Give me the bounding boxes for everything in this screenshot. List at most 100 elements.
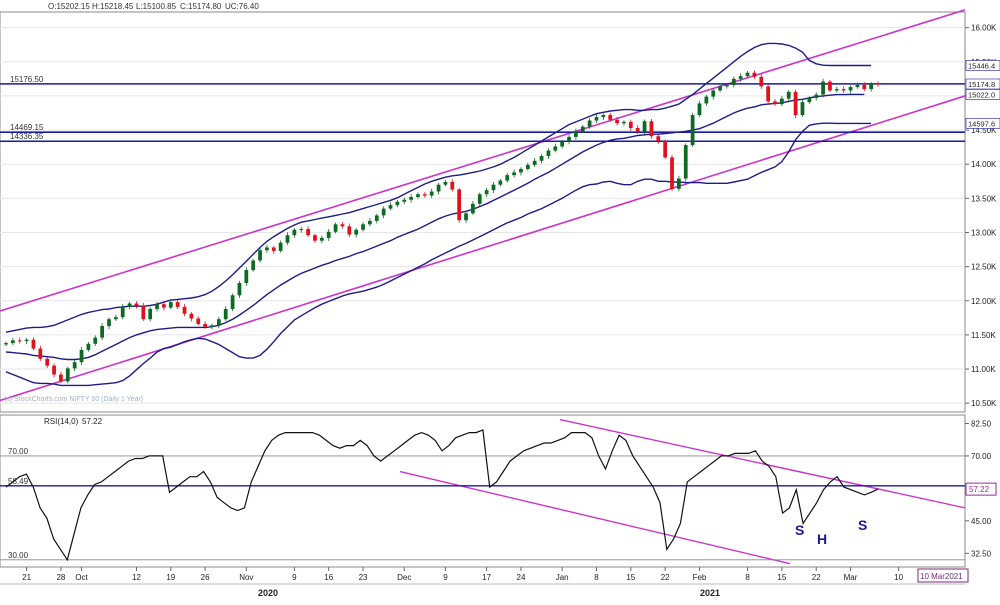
candle-body bbox=[31, 339, 36, 349]
candle bbox=[766, 84, 771, 105]
candle-body bbox=[628, 121, 633, 129]
candle-body bbox=[416, 194, 420, 197]
candle bbox=[4, 341, 8, 347]
candle-body bbox=[505, 175, 510, 181]
candle bbox=[718, 83, 722, 93]
price-value-box bbox=[965, 60, 1000, 71]
candle-body bbox=[656, 136, 661, 141]
date-tick-label: 28 bbox=[56, 573, 65, 582]
candle-body bbox=[86, 343, 91, 350]
price-tick-label: 11.00K bbox=[971, 365, 996, 374]
candle-body bbox=[876, 83, 880, 85]
candle bbox=[677, 175, 681, 192]
rsi-current-box bbox=[965, 482, 997, 496]
candle-body bbox=[834, 89, 839, 91]
candle-body bbox=[649, 121, 654, 137]
bollinger-bands bbox=[5, 42, 872, 387]
candle bbox=[663, 139, 668, 160]
candle bbox=[93, 335, 98, 346]
candle bbox=[278, 240, 283, 253]
candle-body bbox=[155, 304, 159, 309]
candle-body bbox=[210, 325, 214, 327]
candle-body bbox=[374, 215, 379, 221]
candle bbox=[608, 112, 613, 122]
candle-body bbox=[45, 358, 50, 366]
rsi-legend-label: RSI(14,0) bbox=[44, 417, 79, 426]
rsi-level-label: 58.49 bbox=[8, 477, 29, 486]
candle-body bbox=[711, 90, 716, 97]
candle bbox=[731, 76, 736, 88]
horizontal-level-label: 15176.50 bbox=[10, 75, 44, 84]
date-tick-label: 22 bbox=[661, 573, 670, 582]
candle bbox=[79, 347, 84, 366]
candle bbox=[560, 139, 565, 149]
price-value-box bbox=[965, 78, 1000, 90]
pattern-annotation: S bbox=[795, 522, 804, 538]
date-tick-label: Feb bbox=[693, 573, 707, 582]
price-tick-label: 12.50K bbox=[971, 263, 997, 272]
candle bbox=[361, 222, 365, 232]
candle bbox=[196, 316, 201, 326]
candle bbox=[292, 228, 297, 238]
candle-body bbox=[107, 319, 111, 327]
candle-body bbox=[17, 340, 22, 342]
price-tick-label: 14.50K bbox=[971, 126, 997, 135]
candle-body bbox=[237, 283, 242, 296]
candle-body bbox=[814, 94, 819, 98]
candle bbox=[326, 229, 331, 241]
rsi-line bbox=[5, 429, 879, 562]
horizontal-level-label: 14469.15 bbox=[10, 123, 44, 132]
candle-body bbox=[347, 226, 352, 235]
candle-body bbox=[196, 318, 201, 324]
date-tick-label: 8 bbox=[745, 573, 750, 582]
price-panel-frame bbox=[0, 11, 966, 413]
candle bbox=[498, 178, 503, 187]
date-tick-label: Jan bbox=[556, 573, 569, 582]
candle-body bbox=[361, 224, 365, 230]
candle bbox=[752, 70, 757, 79]
candle-body bbox=[471, 203, 475, 214]
rsi-level-label: 30.00 bbox=[8, 551, 29, 560]
candle bbox=[395, 200, 400, 208]
candle bbox=[786, 90, 791, 102]
candle bbox=[711, 88, 716, 100]
candle bbox=[402, 197, 407, 205]
candle-body bbox=[72, 362, 77, 369]
candle-body bbox=[477, 194, 482, 204]
candle bbox=[491, 181, 496, 194]
candle bbox=[656, 133, 661, 144]
candle-body bbox=[278, 242, 283, 251]
candle bbox=[525, 162, 530, 171]
ohlc-readout-close: C:15174.80 bbox=[180, 2, 222, 11]
candle bbox=[230, 293, 235, 312]
candle-body bbox=[354, 229, 359, 235]
candle bbox=[622, 120, 626, 126]
candle bbox=[313, 233, 317, 243]
candle bbox=[182, 304, 187, 317]
candle-body bbox=[546, 150, 551, 157]
candle bbox=[409, 194, 413, 203]
candle bbox=[265, 244, 269, 253]
candle bbox=[759, 74, 764, 89]
candle bbox=[374, 213, 379, 224]
rsi-tick-label: 45.00 bbox=[971, 517, 992, 526]
candle-body bbox=[828, 81, 832, 91]
candle-body bbox=[567, 136, 571, 142]
candle bbox=[162, 301, 166, 311]
ohlc-readout-low: L:15100.85 bbox=[136, 2, 177, 11]
candle bbox=[168, 300, 173, 310]
candle-body bbox=[79, 349, 84, 363]
price-value-label: 15022.0 bbox=[968, 90, 995, 99]
date-tick-label: 12 bbox=[132, 573, 141, 582]
date-tick-label: 23 bbox=[359, 573, 368, 582]
watermark: (c) StockCharts.com NIFTY 50 (Daily 1 Ye… bbox=[4, 396, 143, 403]
candle-body bbox=[855, 85, 860, 88]
candle bbox=[223, 306, 228, 321]
candle bbox=[340, 222, 345, 229]
candle-body bbox=[313, 235, 317, 241]
ohlc-readout-open: O:15202.15 bbox=[48, 2, 90, 11]
candle-body bbox=[594, 117, 599, 121]
candle-body bbox=[718, 86, 722, 91]
date-tick-label: Oct bbox=[75, 573, 88, 582]
candle-body bbox=[4, 343, 8, 345]
